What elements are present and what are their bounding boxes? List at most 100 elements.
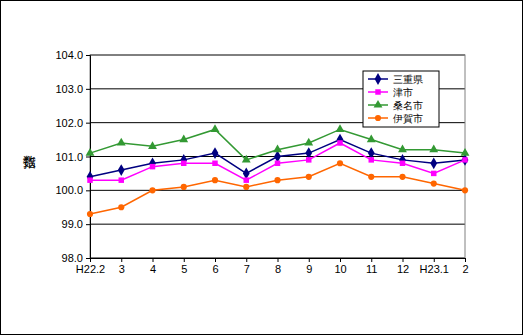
legend-marker: [374, 100, 383, 108]
y-tick-mark: [86, 157, 90, 158]
x-tick-label: 12: [397, 263, 409, 275]
series-line: [90, 129, 465, 159]
series-marker: [87, 171, 94, 183]
series-marker: [306, 174, 312, 180]
plot-frame: [90, 55, 465, 258]
series-marker: [212, 161, 217, 166]
series-marker: [86, 148, 95, 156]
series-marker: [149, 187, 155, 193]
y-tick-label: 102.0: [55, 117, 83, 129]
x-tick-label: 6: [212, 263, 218, 275]
y-tick-mark: [86, 55, 90, 56]
series-marker: [244, 177, 249, 182]
x-tick-mark: [434, 258, 435, 262]
y-axis: 98.099.0100.0101.0102.0103.0104.0: [55, 49, 90, 264]
x-tick-mark: [90, 258, 91, 262]
y-tick: 104.0: [55, 49, 90, 61]
series-marker: [242, 155, 251, 163]
y-tick-label: 100.0: [55, 184, 83, 196]
legend-item: 三重県: [368, 73, 423, 85]
y-tick-mark: [86, 190, 90, 191]
x-tick-mark: [403, 258, 404, 262]
y-tick-mark: [86, 224, 90, 225]
series-marker: [306, 157, 311, 162]
series-marker: [149, 157, 156, 169]
legend-label: 桑名市: [393, 100, 423, 111]
series-marker: [181, 184, 187, 190]
legend-marker: [375, 115, 381, 121]
x-tick: 10: [334, 258, 346, 275]
series-marker: [117, 138, 126, 146]
x-tick-mark: [309, 258, 310, 262]
series-marker: [399, 154, 406, 166]
y-tick-mark: [86, 123, 90, 124]
x-tick-label: 7: [244, 263, 250, 275]
chart-frame: [1, 1, 523, 335]
series-marker: [148, 141, 157, 149]
legend: 三重県津市桑名市伊賀市: [363, 71, 439, 127]
x-tick: H23.1: [420, 258, 449, 275]
grid-line: [90, 224, 465, 225]
series-marker: [212, 177, 218, 183]
x-tick-mark: [340, 258, 341, 262]
series-group: [86, 124, 470, 217]
legend-box: [363, 71, 439, 127]
y-axis-line: [86, 56, 91, 259]
series-marker: [179, 134, 188, 142]
x-tick-label: 4: [150, 263, 156, 275]
x-tick: 4: [150, 258, 156, 275]
x-tick-label: H22.2: [76, 263, 105, 275]
x-tick-mark: [371, 258, 372, 262]
x-axis-line: [91, 259, 466, 263]
series-marker: [430, 157, 437, 169]
y-tick: 103.0: [55, 83, 90, 95]
grid: [90, 55, 465, 258]
x-tick: 2: [462, 258, 468, 275]
x-tick-label: 3: [119, 263, 125, 275]
y-tick-mark: [86, 89, 90, 90]
x-tick-label: 8: [275, 263, 281, 275]
x-tick: 12: [397, 258, 409, 275]
series-marker: [399, 174, 405, 180]
series-marker: [431, 171, 436, 176]
series-marker: [87, 211, 93, 217]
grid-line: [90, 190, 465, 191]
x-tick-mark: [246, 258, 247, 262]
series-marker: [211, 124, 220, 132]
y-tick-label: 101.0: [55, 151, 83, 163]
series-line: [90, 143, 465, 180]
x-tick-label: 2: [462, 263, 468, 275]
series-marker: [462, 157, 467, 162]
series-marker: [337, 134, 344, 146]
x-tick-mark: [184, 258, 185, 262]
y-tick-mark: [86, 258, 90, 259]
x-tick: 11: [366, 258, 377, 275]
x-tick-mark: [153, 258, 154, 262]
series-marker: [119, 177, 124, 182]
series-marker: [337, 160, 343, 166]
x-tick: H22.2: [76, 258, 105, 275]
y-tick: 99.0: [62, 218, 90, 230]
series-marker: [118, 164, 125, 176]
x-tick: 3: [119, 258, 125, 275]
series-marker: [398, 145, 407, 153]
legend-item: 津市: [368, 87, 413, 98]
y-tick-label: 99.0: [62, 218, 83, 230]
series-marker: [274, 177, 280, 183]
x-tick-mark: [278, 258, 279, 262]
x-tick: 8: [275, 258, 281, 275]
legend-label: 伊賀市: [393, 113, 423, 124]
x-axis: H22.23456789101112H23.12: [76, 258, 469, 275]
series-marker: [367, 134, 376, 142]
series-marker: [462, 187, 468, 193]
y-tick: 102.0: [55, 117, 90, 129]
series-marker: [368, 174, 374, 180]
x-tick-mark: [465, 258, 466, 262]
series-marker: [273, 145, 282, 153]
legend-label: 三重県: [393, 74, 423, 85]
legend-marker: [375, 89, 380, 94]
x-tick: 5: [181, 258, 187, 275]
series-marker: [337, 140, 342, 145]
series-marker: [243, 184, 249, 190]
y-tick: 101.0: [55, 151, 90, 163]
